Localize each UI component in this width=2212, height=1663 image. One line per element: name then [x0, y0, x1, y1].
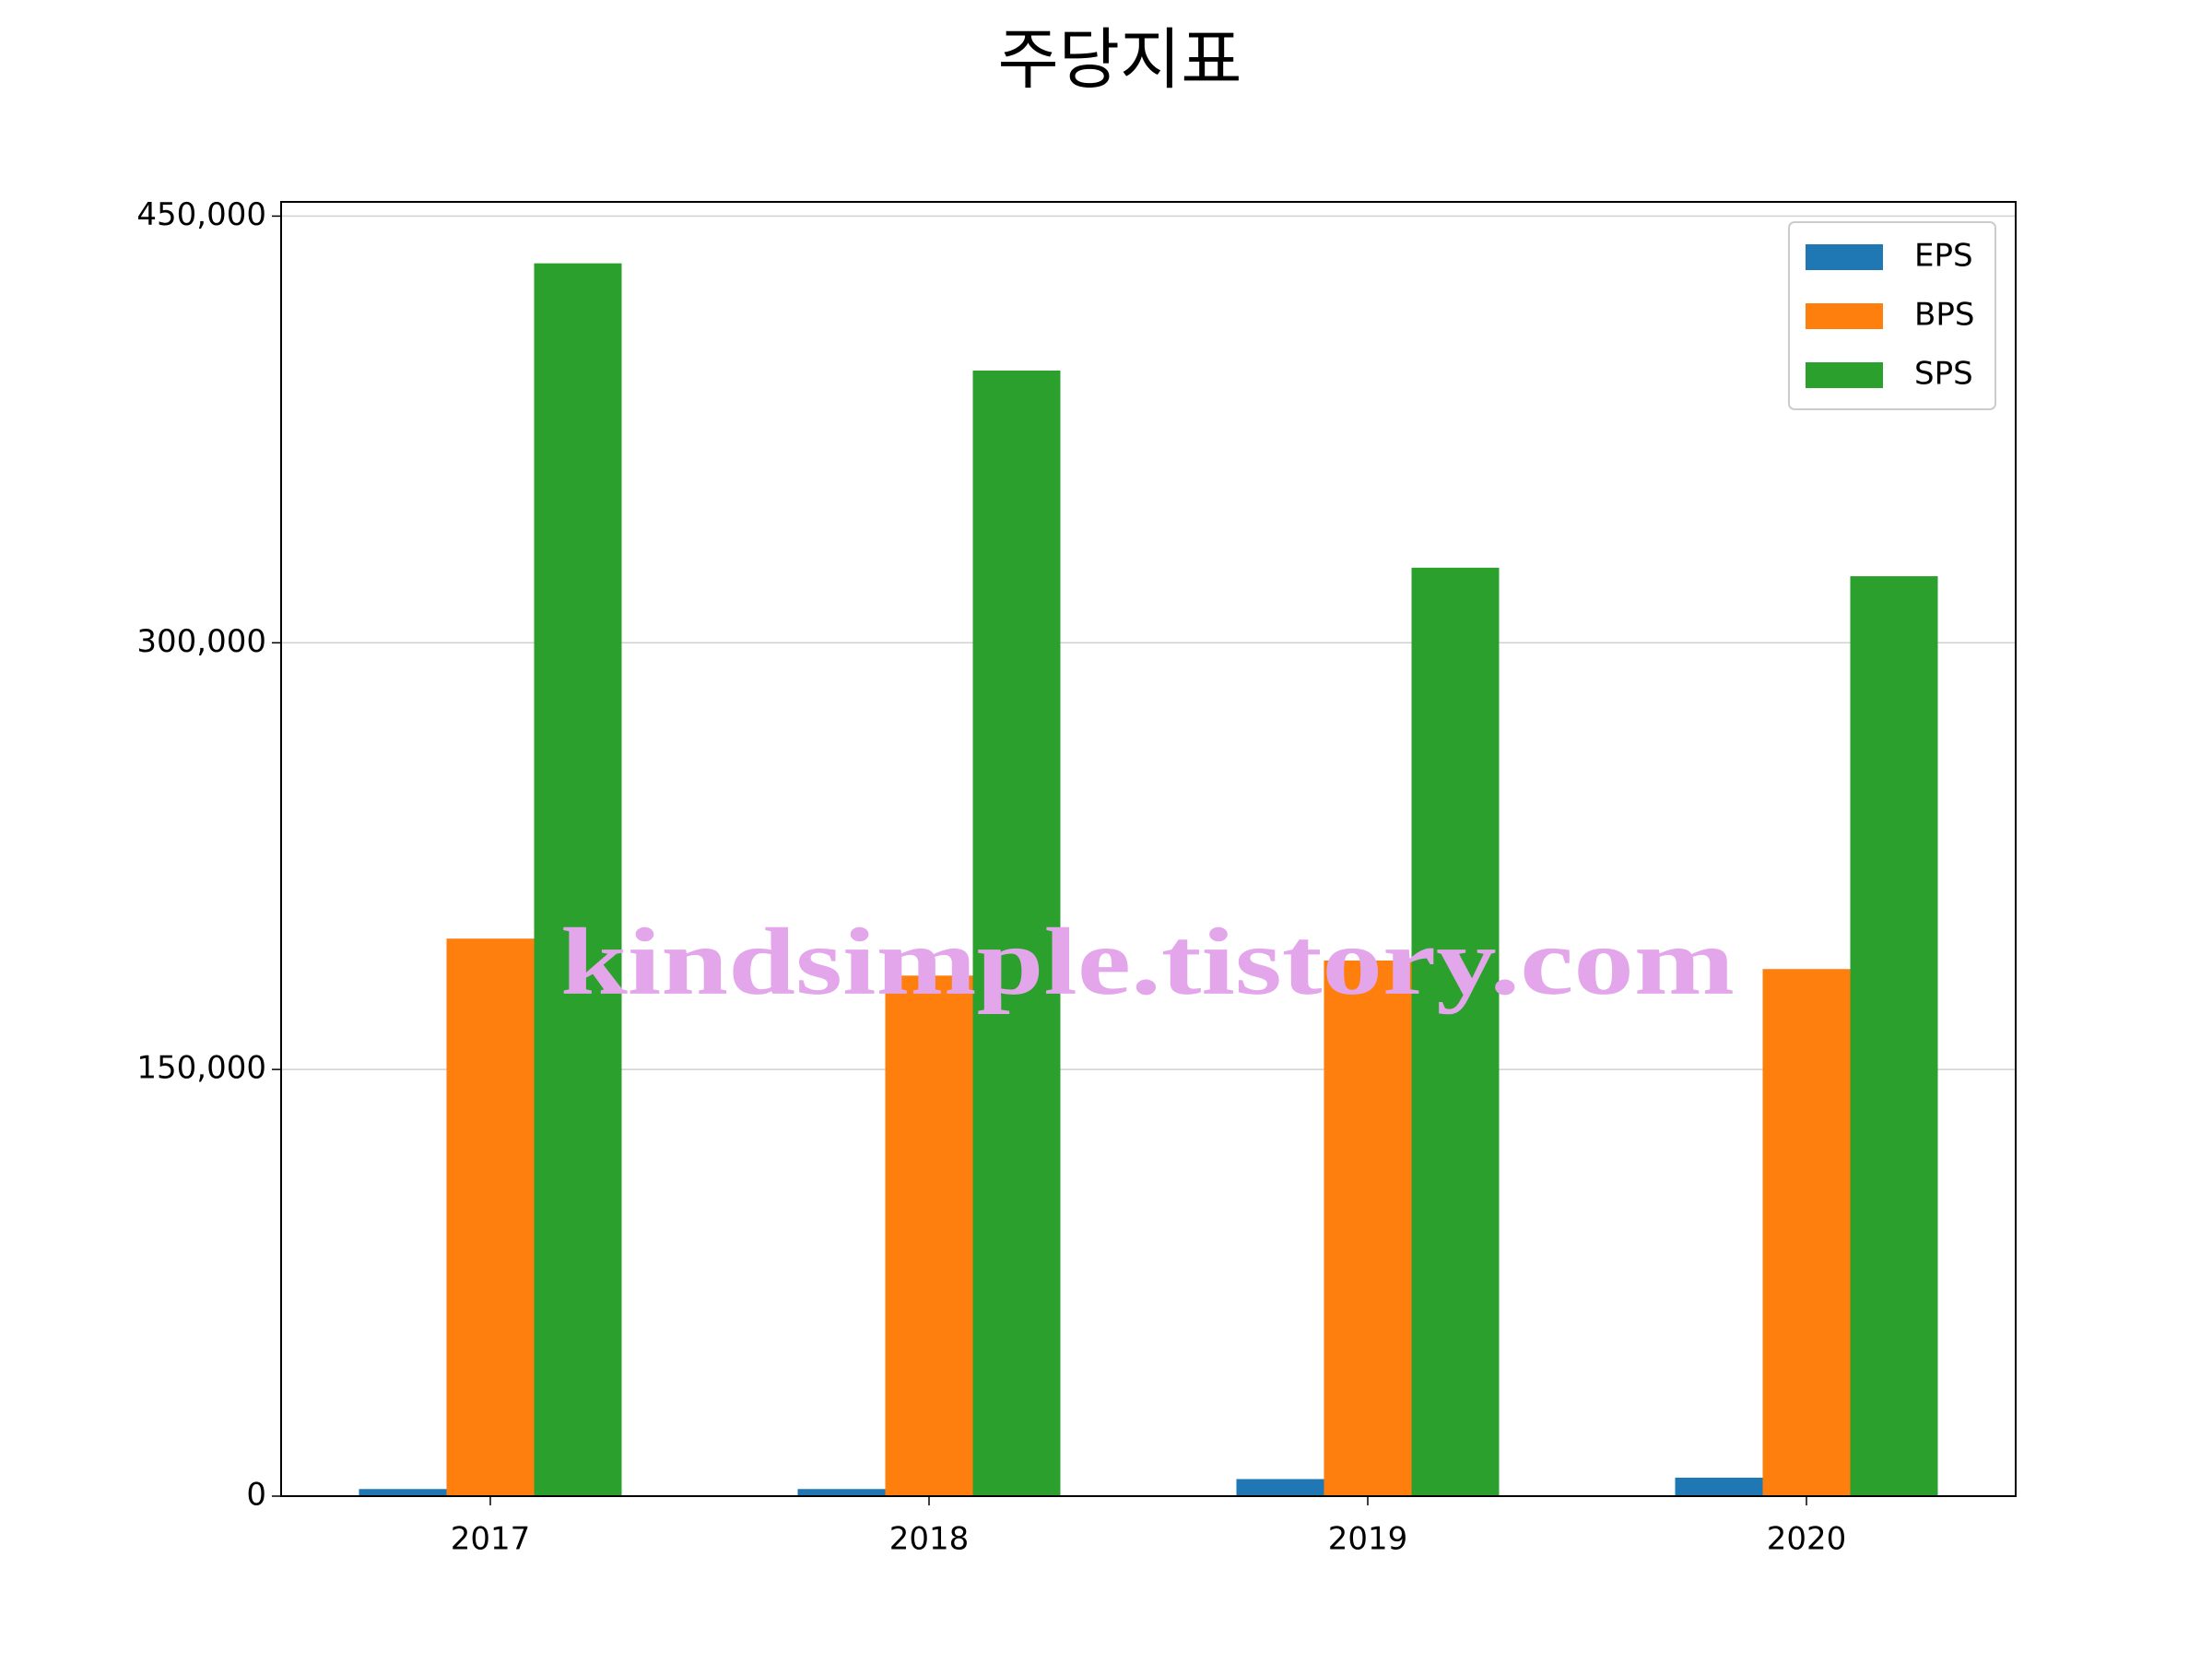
bar	[1324, 960, 1412, 1496]
bar	[885, 975, 973, 1496]
bar	[1850, 576, 1938, 1496]
plot-frame	[280, 201, 2017, 1497]
legend-label: EPS	[1914, 238, 1973, 275]
chart-title: 주당지표	[998, 21, 1242, 99]
x-tick-label: 2018	[889, 1521, 970, 1558]
y-tick-label: 300,000	[136, 623, 266, 660]
legend-swatch	[1806, 303, 1883, 329]
bar	[1236, 1479, 1324, 1496]
y-tick-label: 0	[246, 1477, 266, 1514]
bar	[534, 263, 622, 1497]
legend-swatch	[1806, 244, 1883, 270]
bar	[972, 370, 1061, 1496]
x-tick-label: 2019	[1328, 1521, 1408, 1558]
legend-swatch	[1806, 362, 1883, 388]
y-tick-label: 450,000	[136, 196, 266, 233]
bar	[797, 1489, 886, 1496]
x-tick-label: 2017	[451, 1521, 531, 1558]
bar	[359, 1489, 447, 1496]
legend-label: SPS	[1914, 356, 1973, 393]
bar	[1411, 567, 1500, 1496]
x-tick-label: 2020	[1767, 1521, 1847, 1558]
bar	[1675, 1477, 1763, 1496]
legend-label: BPS	[1914, 297, 1974, 334]
watermark: kindsimple.tistory.com	[560, 909, 1735, 1015]
bar	[446, 938, 535, 1496]
bar	[1762, 969, 1851, 1496]
y-tick-label: 150,000	[136, 1050, 266, 1087]
